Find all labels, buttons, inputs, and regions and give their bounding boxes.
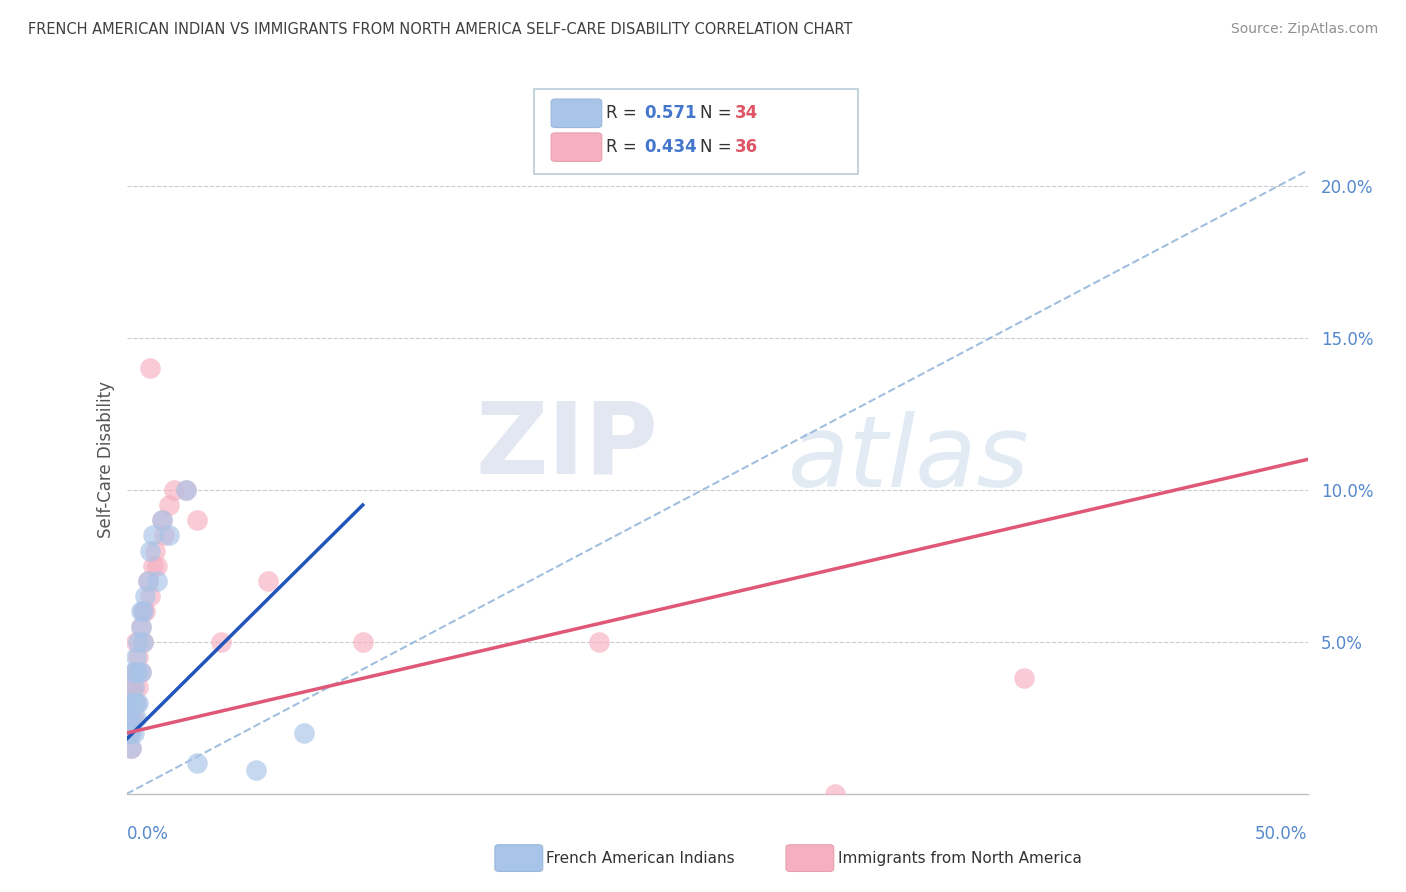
Text: 50.0%: 50.0%: [1256, 825, 1308, 843]
Point: [153, 528, 176, 542]
Point: [120, 696, 142, 710]
Point: [129, 619, 152, 633]
Point: [139, 361, 162, 376]
Point: [118, 726, 141, 740]
Text: 0.571: 0.571: [644, 104, 696, 122]
Point: [588, 635, 610, 649]
Point: [127, 696, 149, 710]
Point: [141, 558, 163, 573]
Point: [120, 711, 142, 725]
Point: [129, 665, 152, 680]
Text: N =: N =: [700, 138, 737, 156]
Text: 0.434: 0.434: [644, 138, 697, 156]
Point: [129, 619, 152, 633]
Point: [139, 589, 162, 603]
Text: French American Indians: French American Indians: [546, 851, 734, 865]
Point: [129, 665, 152, 680]
Point: [120, 681, 142, 695]
Point: [120, 711, 142, 725]
Point: [120, 741, 142, 756]
Point: [209, 635, 232, 649]
Point: [127, 635, 149, 649]
Point: [122, 665, 145, 680]
Text: ZIP: ZIP: [475, 398, 658, 494]
Point: [157, 528, 180, 542]
Point: [352, 635, 374, 649]
Point: [186, 756, 208, 771]
Point: [174, 483, 197, 497]
Point: [122, 681, 145, 695]
Point: [120, 741, 142, 756]
Point: [125, 650, 148, 665]
Point: [139, 543, 162, 558]
Point: [245, 763, 267, 777]
Point: [127, 681, 149, 695]
Point: [136, 574, 159, 588]
Text: 34: 34: [735, 104, 759, 122]
Point: [186, 513, 208, 527]
Point: [118, 696, 141, 710]
Point: [125, 696, 148, 710]
Text: R =: R =: [606, 138, 643, 156]
Point: [134, 589, 156, 603]
Point: [132, 604, 155, 618]
Point: [824, 787, 846, 801]
Point: [146, 574, 169, 588]
Point: [132, 635, 155, 649]
Text: atlas: atlas: [787, 411, 1029, 508]
Point: [150, 513, 173, 527]
Point: [125, 665, 148, 680]
Point: [127, 650, 149, 665]
Point: [122, 696, 145, 710]
Text: Source: ZipAtlas.com: Source: ZipAtlas.com: [1230, 22, 1378, 37]
Point: [125, 665, 148, 680]
Point: [125, 711, 148, 725]
Point: [257, 574, 280, 588]
Point: [146, 558, 169, 573]
Point: [136, 574, 159, 588]
Point: [163, 483, 186, 497]
Point: [150, 513, 173, 527]
Text: 0.0%: 0.0%: [127, 825, 169, 843]
Text: Immigrants from North America: Immigrants from North America: [838, 851, 1081, 865]
Point: [143, 543, 166, 558]
Point: [125, 696, 148, 710]
Point: [118, 711, 141, 725]
Point: [118, 726, 141, 740]
Point: [122, 726, 145, 740]
Text: R =: R =: [606, 104, 643, 122]
Text: 36: 36: [735, 138, 758, 156]
Point: [157, 498, 180, 512]
Point: [129, 604, 152, 618]
Point: [292, 726, 315, 740]
Text: N =: N =: [700, 104, 737, 122]
Point: [132, 635, 155, 649]
Point: [127, 665, 149, 680]
Point: [141, 528, 163, 542]
Point: [125, 635, 148, 649]
Point: [174, 483, 197, 497]
Text: FRENCH AMERICAN INDIAN VS IMMIGRANTS FROM NORTH AMERICA SELF-CARE DISABILITY COR: FRENCH AMERICAN INDIAN VS IMMIGRANTS FRO…: [28, 22, 852, 37]
Point: [122, 681, 145, 695]
Point: [122, 711, 145, 725]
Point: [120, 726, 142, 740]
Point: [132, 604, 155, 618]
Point: [118, 711, 141, 725]
Y-axis label: Self-Care Disability: Self-Care Disability: [97, 381, 115, 538]
Point: [1012, 671, 1035, 685]
Point: [134, 604, 156, 618]
Point: [122, 665, 145, 680]
